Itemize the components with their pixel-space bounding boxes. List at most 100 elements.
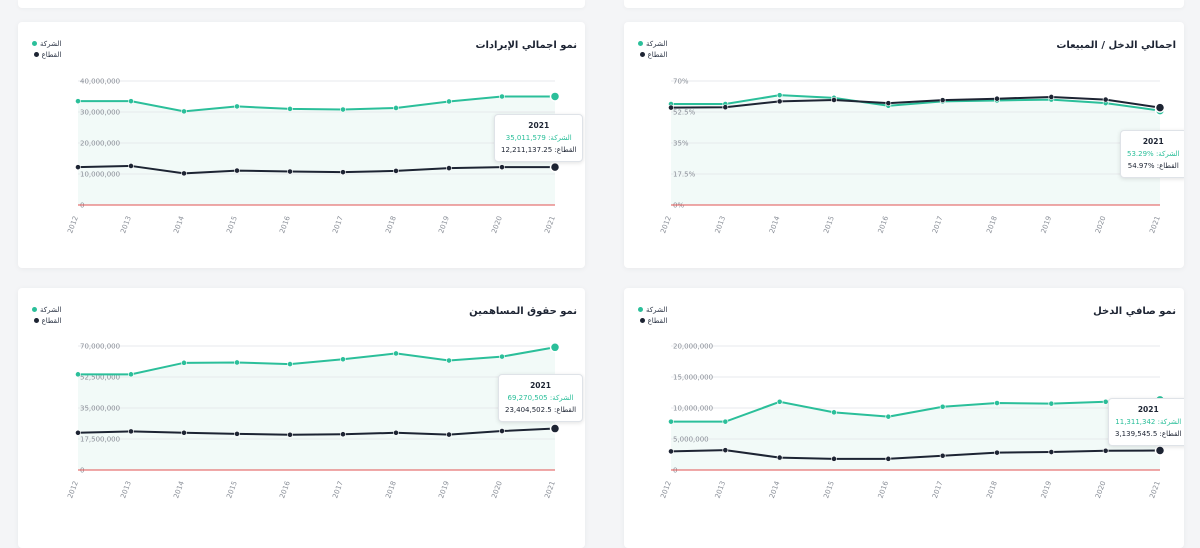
data-point (234, 430, 240, 437)
area-fill (671, 399, 1160, 470)
legend-item-company[interactable]: الشركة (32, 38, 61, 49)
top-card-edge (18, 0, 585, 8)
y-tick-label: 10,000,000 (673, 405, 713, 413)
data-point (1102, 96, 1109, 103)
data-point (776, 454, 783, 461)
legend-item-sector[interactable]: القطاع (638, 315, 667, 326)
x-tick-label: 2014 (768, 214, 782, 234)
legend: الشركة القطاع (32, 38, 61, 60)
tooltip-label: الشركة: (1155, 150, 1180, 158)
data-point (885, 100, 892, 107)
series-line-sector (77, 427, 556, 436)
x-tick-label: 2018 (985, 215, 999, 234)
data-point (994, 95, 1000, 102)
sector-dot-icon (33, 52, 39, 57)
data-point (128, 98, 134, 105)
y-tick-label: 15,000,000 (673, 374, 713, 382)
area-fill (671, 95, 1160, 205)
legend-item-company[interactable]: الشركة (638, 304, 667, 315)
chart-tooltip: 2021 الشركة: 11,311,342 القطاع: 3,139,54… (1108, 398, 1184, 446)
data-point (181, 359, 187, 366)
tooltip-label: القطاع: (1159, 430, 1182, 438)
x-tick-label: 2017 (931, 480, 945, 499)
x-tick-label: 2015 (225, 480, 239, 499)
net-income-growth-card: نمو صافي الدخل الشركة القطاع 05,000,0001… (624, 288, 1184, 548)
x-tick-label: 2013 (714, 215, 728, 234)
data-point (994, 400, 1000, 406)
data-point (939, 97, 946, 104)
series-line-company (78, 95, 556, 113)
x-tick-label: 2018 (384, 215, 398, 234)
legend-item-sector[interactable]: القطاع (32, 315, 61, 326)
card-title: نمو حقوق المساهمين (469, 306, 577, 317)
data-point (1048, 94, 1055, 100)
data-point (181, 429, 187, 436)
x-tick-label: 2018 (384, 480, 398, 499)
x-tick-label: 2017 (331, 480, 345, 499)
data-point (393, 105, 399, 111)
legend-item-company[interactable]: الشركة (32, 304, 61, 315)
legend-label: القطاع (41, 316, 62, 325)
data-point (1102, 447, 1109, 454)
series-line-sector (670, 449, 1161, 460)
tooltip-label: القطاع: (1156, 162, 1179, 170)
x-tick-label: 2019 (437, 215, 451, 234)
data-point (446, 98, 452, 105)
legend-item-sector[interactable]: القطاع (32, 49, 61, 60)
data-point (75, 371, 81, 378)
data-point (1154, 102, 1166, 113)
sector-dot-icon (639, 318, 645, 323)
legend-label: الشركة (646, 305, 668, 314)
legend-item-company[interactable]: الشركة (638, 38, 667, 49)
x-tick-label: 2017 (331, 215, 345, 234)
data-point (722, 447, 729, 454)
data-point (128, 163, 134, 169)
data-point (393, 429, 399, 436)
x-tick-label: 2012 (659, 480, 673, 499)
tooltip-value: %53.29 (1127, 150, 1154, 158)
data-point (234, 359, 240, 366)
data-point (939, 452, 946, 459)
line-chart[interactable]: 0%17.5%35%52.5%70%2012201320142015201620… (624, 22, 1184, 268)
tooltip-year: 2021 (1142, 137, 1164, 146)
legend-label: القطاع (647, 316, 668, 325)
data-point (446, 431, 452, 438)
y-tick-label: 5,000,000 (673, 436, 709, 444)
data-point (939, 403, 946, 410)
tooltip-label: الشركة: (549, 394, 574, 402)
tooltip-value: 11,311,342 (1115, 418, 1156, 426)
series-line-company (78, 346, 556, 376)
x-tick-label: 2021 (1148, 480, 1162, 499)
data-point (1048, 400, 1055, 407)
data-point (668, 448, 674, 455)
data-point (234, 167, 240, 174)
area-fill (78, 347, 555, 470)
x-tick-label: 2013 (714, 480, 728, 499)
x-tick-label: 2016 (877, 214, 891, 234)
x-tick-label: 2019 (1040, 215, 1054, 234)
tooltip-year: 2021 (530, 381, 551, 390)
data-point (1048, 449, 1055, 455)
line-chart[interactable]: 010,000,00020,000,00030,000,00040,000,00… (18, 22, 585, 268)
company-dot-icon (32, 307, 37, 312)
data-point (885, 413, 892, 420)
line-chart[interactable]: 05,000,00010,000,00015,000,00020,000,000… (624, 288, 1184, 548)
chart-tooltip: 2021 الشركة: 69,270,505 القطاع: 23,404,5… (498, 374, 584, 422)
x-tick-label: 2014 (172, 214, 186, 234)
tooltip-company: الشركة: 69,270,505 (505, 392, 576, 404)
data-point (549, 342, 561, 353)
data-point (549, 161, 561, 173)
area-fill (78, 96, 555, 205)
y-tick-label: 30,000,000 (80, 109, 120, 117)
tooltip-year: 2021 (1137, 405, 1159, 414)
tooltip-value: 69,270,505 (507, 394, 548, 402)
tooltip-company: الشركة: %53.29 (1127, 148, 1180, 160)
legend: الشركة القطاع (638, 304, 667, 326)
data-point (340, 431, 346, 438)
data-point (340, 356, 346, 363)
data-point (722, 418, 729, 425)
legend-item-sector[interactable]: القطاع (638, 49, 667, 60)
series-line-sector (670, 95, 1161, 109)
data-point (499, 353, 505, 360)
line-chart[interactable]: 017,500,00035,000,00052,500,00070,000,00… (18, 288, 585, 548)
